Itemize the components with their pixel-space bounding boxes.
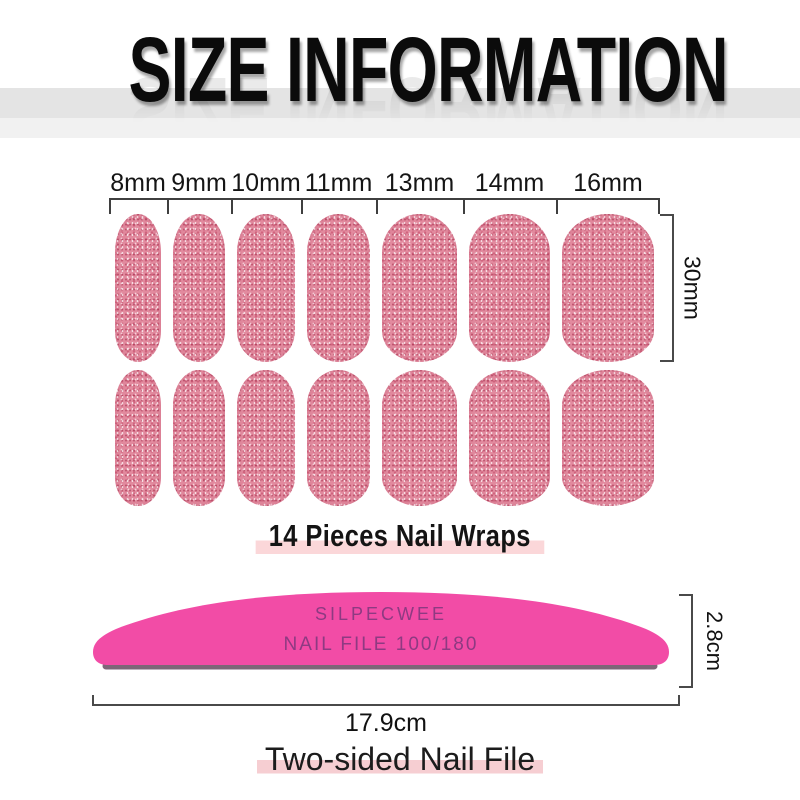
size-label-10mm: 10mm	[231, 169, 301, 197]
nail-wrap-row-2	[109, 370, 660, 506]
ruler-segment-9mm	[167, 198, 231, 214]
size-label-11mm: 11mm	[304, 169, 373, 197]
nail-wrap-11mm	[307, 214, 370, 362]
nail-wrap-10mm	[237, 214, 295, 362]
size-label-13mm: 13mm	[384, 169, 455, 197]
size-label-row: 8mm 9mm 10mm 11mm 13mm 14mm 16mm	[109, 170, 660, 198]
size-label-14mm: 14mm	[474, 169, 545, 197]
nail-wrap-11mm	[307, 370, 370, 506]
ruler-segment-14mm	[463, 198, 556, 214]
ruler-segment-10mm	[231, 198, 301, 214]
nail-wrap-13mm	[382, 370, 457, 506]
nail-wrap-14mm	[469, 370, 550, 506]
nail-wrap-14mm	[469, 214, 550, 362]
nail-file-grit: NAIL FILE 100/180	[284, 634, 479, 655]
size-label-9mm: 9mm	[171, 169, 227, 197]
nail-wrap-8mm	[115, 214, 161, 362]
nail-file-image: SILPECWEE NAIL FILE 100/180	[93, 592, 669, 670]
file-height-bracket	[679, 594, 693, 688]
ruler-segment-11mm	[301, 198, 376, 214]
file-height-label: 2.8cm	[702, 611, 727, 671]
nail-file-body	[93, 592, 669, 665]
nail-wrap-10mm	[237, 370, 295, 506]
nail-wrap-row-1	[109, 214, 660, 362]
size-label-8mm: 8mm	[110, 169, 166, 197]
page-title: SIZE INFORMATION	[128, 19, 728, 121]
file-length-line	[92, 695, 680, 706]
pieces-caption: 14 Pieces Nail Wraps	[0, 517, 800, 555]
file-length-label: 17.9cm	[345, 709, 427, 737]
nail-file-brand: SILPECWEE	[315, 604, 447, 624]
ruler-segment-16mm	[556, 198, 660, 214]
nail-wrap-8mm	[115, 370, 161, 506]
ruler-segment-13mm	[376, 198, 463, 214]
size-ruler	[109, 198, 660, 214]
nail-sizes-diagram: 8mm 9mm 10mm 11mm 13mm 14mm 16mm	[109, 170, 660, 506]
nail-wrap-16mm	[562, 214, 654, 362]
nail-wrap-9mm	[173, 214, 225, 362]
nail-wrap-13mm	[382, 214, 457, 362]
height-bracket-30mm	[660, 214, 674, 362]
height-label-30mm: 30mm	[679, 256, 706, 320]
file-caption: Two-sided Nail File	[0, 741, 800, 778]
title-background-band	[0, 88, 800, 138]
nail-wrap-9mm	[173, 370, 225, 506]
ruler-segment-8mm	[109, 198, 167, 214]
nail-wrap-16mm	[562, 370, 654, 506]
size-label-16mm: 16mm	[573, 169, 643, 197]
